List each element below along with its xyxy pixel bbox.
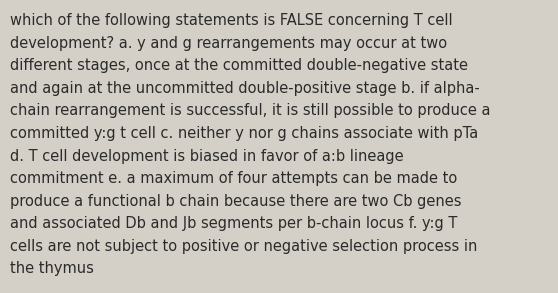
Text: which of the following statements is FALSE concerning T cell: which of the following statements is FAL… <box>10 13 453 28</box>
Text: development? a. y and g rearrangements may occur at two: development? a. y and g rearrangements m… <box>10 36 447 51</box>
Text: and again at the uncommitted double-positive stage b. if alpha-: and again at the uncommitted double-posi… <box>10 81 480 96</box>
Text: chain rearrangement is successful, it is still possible to produce a: chain rearrangement is successful, it is… <box>10 103 490 118</box>
Text: cells are not subject to positive or negative selection process in: cells are not subject to positive or neg… <box>10 239 478 254</box>
Text: produce a functional b chain because there are two Cb genes: produce a functional b chain because the… <box>10 194 461 209</box>
Text: d. T cell development is biased in favor of a:b lineage: d. T cell development is biased in favor… <box>10 149 403 163</box>
Text: committed y:g t cell c. neither y nor g chains associate with pTa: committed y:g t cell c. neither y nor g … <box>10 126 478 141</box>
Text: different stages, once at the committed double-negative state: different stages, once at the committed … <box>10 58 468 73</box>
Text: commitment e. a maximum of four attempts can be made to: commitment e. a maximum of four attempts… <box>10 171 458 186</box>
Text: and associated Db and Jb segments per b-chain locus f. y:g T: and associated Db and Jb segments per b-… <box>10 216 458 231</box>
Text: the thymus: the thymus <box>10 261 94 276</box>
